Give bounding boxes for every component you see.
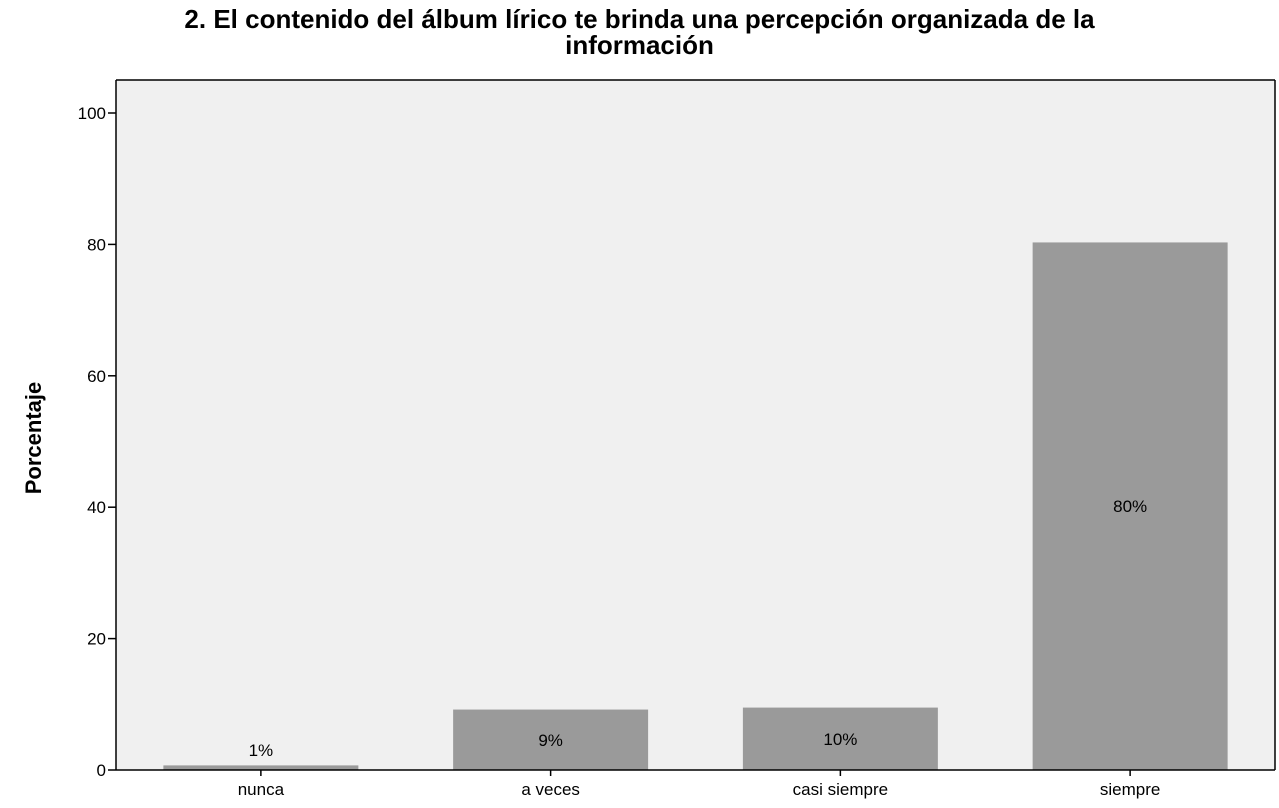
axes-group: nunca a veces casi siempre siempre 0 20 40 60 80… bbox=[78, 79, 1276, 799]
y-tick-label-40: 40 bbox=[87, 498, 106, 517]
y-tick-label-60: 60 bbox=[87, 367, 106, 386]
y-tick-label-100: 100 bbox=[78, 104, 106, 123]
x-tick-label-casi-siempre: casi siempre bbox=[793, 780, 888, 799]
data-label-nunca: 1% bbox=[249, 741, 274, 760]
chart-title-line-2: información bbox=[565, 30, 714, 60]
data-labels-group: 1% 9% 10% 80% bbox=[249, 497, 1148, 760]
chart-title: 2. El contenido del álbum lírico te brin… bbox=[0, 6, 1279, 58]
data-label-siempre: 80% bbox=[1113, 497, 1147, 516]
y-tick-label-20: 20 bbox=[87, 630, 106, 649]
x-tick-label-siempre: siempre bbox=[1100, 780, 1160, 799]
data-label-a-veces: 9% bbox=[538, 731, 563, 750]
bars-group bbox=[163, 242, 1228, 770]
bar-casi-siempre bbox=[742, 707, 938, 770]
bar-nunca bbox=[163, 765, 359, 770]
x-tick-label-nunca: nunca bbox=[238, 780, 285, 799]
chart-title-line-1: 2. El contenido del álbum lírico te brin… bbox=[184, 4, 1095, 34]
data-label-casi-siempre: 10% bbox=[823, 730, 857, 749]
bar-siempre bbox=[1032, 242, 1228, 770]
y-tick-label-0: 0 bbox=[97, 761, 106, 780]
x-tick-label-a-veces: a veces bbox=[521, 780, 580, 799]
bar-a-veces bbox=[453, 709, 649, 770]
y-tick-label-80: 80 bbox=[87, 235, 106, 254]
